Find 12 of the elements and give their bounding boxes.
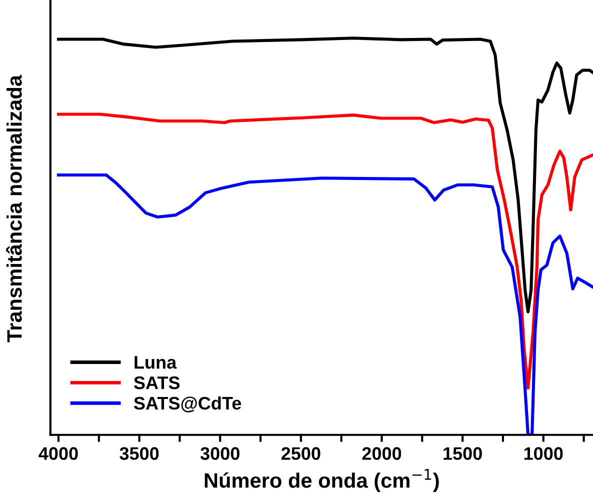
x-axis-title: Número de onda (cm$^{−1}$) — [204, 469, 439, 492]
x-tick-label: 3000 — [200, 447, 240, 460]
x-tick-label: 3500 — [120, 447, 159, 460]
y-axis-title: Transmitância normalizada — [6, 74, 22, 342]
legend-label: SATS — [134, 376, 180, 390]
x-tick-label: 2500 — [281, 447, 320, 460]
legend-label: Luna — [134, 356, 177, 369]
legend-label: SATS@CdTe — [134, 396, 242, 412]
x-tick-label: 1000 — [524, 447, 563, 460]
x-tick-label: 2000 — [362, 447, 402, 460]
x-tick-label: 1500 — [444, 447, 482, 460]
x-tick-label: 4000 — [38, 447, 78, 460]
